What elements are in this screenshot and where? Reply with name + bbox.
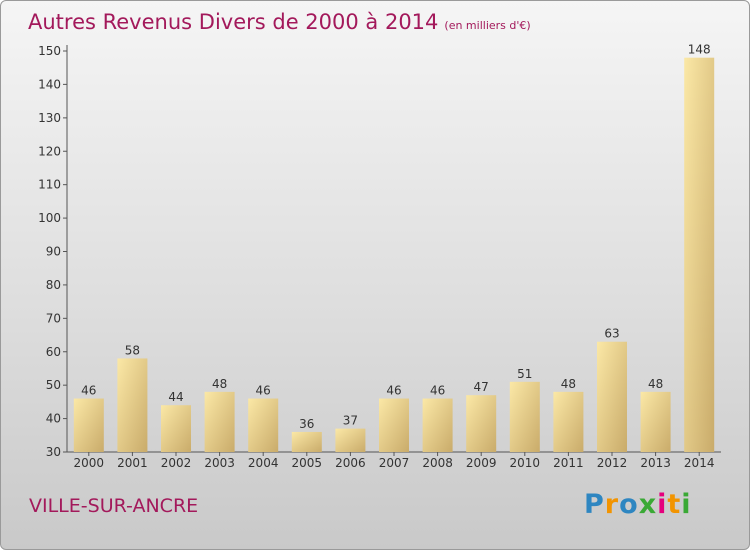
data-label: 48 (561, 377, 576, 391)
x-tick-label: 2013 (640, 456, 671, 470)
x-tick-label: 2001 (117, 456, 148, 470)
logo-letter: i (681, 489, 692, 520)
logo-letter: i (657, 489, 668, 520)
y-tick-label: 110 (38, 178, 61, 192)
y-tick-label: 120 (38, 144, 61, 158)
data-label: 37 (343, 414, 358, 428)
data-label: 58 (125, 343, 140, 357)
data-label: 47 (474, 380, 489, 394)
x-tick-label: 2005 (292, 456, 323, 470)
bar-2012 (597, 341, 627, 452)
data-label: 46 (81, 384, 96, 398)
x-axis: 2000 2001 2002 2003 2004 2005 2006 2007 2008 2009… (67, 451, 721, 470)
data-label: 46 (386, 384, 401, 398)
x-tick-label: 2000 (74, 456, 105, 470)
location-name: VILLE-SUR-ANCRE (29, 495, 199, 517)
y-tick-label: 80 (46, 278, 61, 292)
bar-2007 (379, 398, 409, 452)
x-tick-label: 2003 (204, 456, 235, 470)
bar-2006 (335, 428, 366, 452)
y-axis: 30 40 50 60 70 80 90 100 110 120 130 140 150 (38, 44, 68, 459)
x-tick-label: 2011 (553, 456, 584, 470)
x-tick-label: 2004 (248, 456, 279, 470)
data-label: 48 (648, 377, 663, 391)
y-tick-label: 130 (38, 111, 61, 125)
y-tick-label: 90 (46, 245, 61, 259)
y-tick-label: 40 (46, 412, 61, 426)
data-label: 63 (604, 327, 619, 341)
y-tick-label: 140 (38, 77, 61, 91)
bar-2004 (248, 398, 279, 452)
bar-2000 (73, 398, 104, 452)
logo-letter: P (584, 489, 605, 520)
bar-2010 (509, 381, 540, 452)
x-tick-label: 2014 (684, 456, 715, 470)
bar-2013 (640, 391, 671, 452)
x-tick-label: 2012 (597, 456, 628, 470)
data-labels: 46 58 44 48 46 36 37 46 46 47 51 48 63 48 148 (81, 43, 710, 431)
bar-series (73, 57, 715, 452)
x-tick-label: 2008 (422, 456, 453, 470)
bar-2005 (291, 431, 322, 452)
x-tick-label: 2009 (466, 456, 497, 470)
y-tick-label: 150 (38, 44, 61, 58)
bar-2001 (117, 358, 148, 452)
y-tick-label: 60 (46, 345, 61, 359)
x-tick-label: 2002 (161, 456, 192, 470)
bar-2014 (684, 57, 715, 452)
proxiti-logo: Proxiti (584, 489, 692, 520)
bar-2011 (553, 391, 584, 452)
chart-unit-label: (en milliers d'€) (444, 19, 531, 32)
logo-letter: r (604, 489, 620, 520)
data-label: 48 (212, 377, 227, 391)
bar-2008 (422, 398, 453, 452)
y-tick-label: 50 (46, 378, 61, 392)
y-tick-label: 30 (46, 445, 61, 459)
data-label: 51 (517, 367, 532, 381)
data-label: 46 (256, 384, 271, 398)
chart-title-text: Autres Revenus Divers de 2000 à 2014 (28, 10, 439, 34)
data-label: 36 (299, 417, 314, 431)
bar-2002 (161, 405, 191, 452)
x-tick-label: 2006 (335, 456, 366, 470)
logo-letter: o (619, 489, 639, 520)
x-tick-label: 2007 (379, 456, 410, 470)
data-label: 148 (688, 43, 711, 57)
y-tick-label: 70 (46, 311, 61, 325)
y-tick-label: 100 (38, 211, 61, 225)
chart-title: Autres Revenus Divers de 2000 à 2014 (en … (28, 10, 531, 34)
logo-letter: t (667, 489, 682, 520)
data-label: 44 (168, 390, 183, 404)
bar-2003 (204, 391, 235, 452)
x-tick-label: 2010 (510, 456, 541, 470)
data-label: 46 (430, 384, 445, 398)
bar-2009 (466, 395, 497, 452)
logo-letter: x (638, 489, 658, 520)
